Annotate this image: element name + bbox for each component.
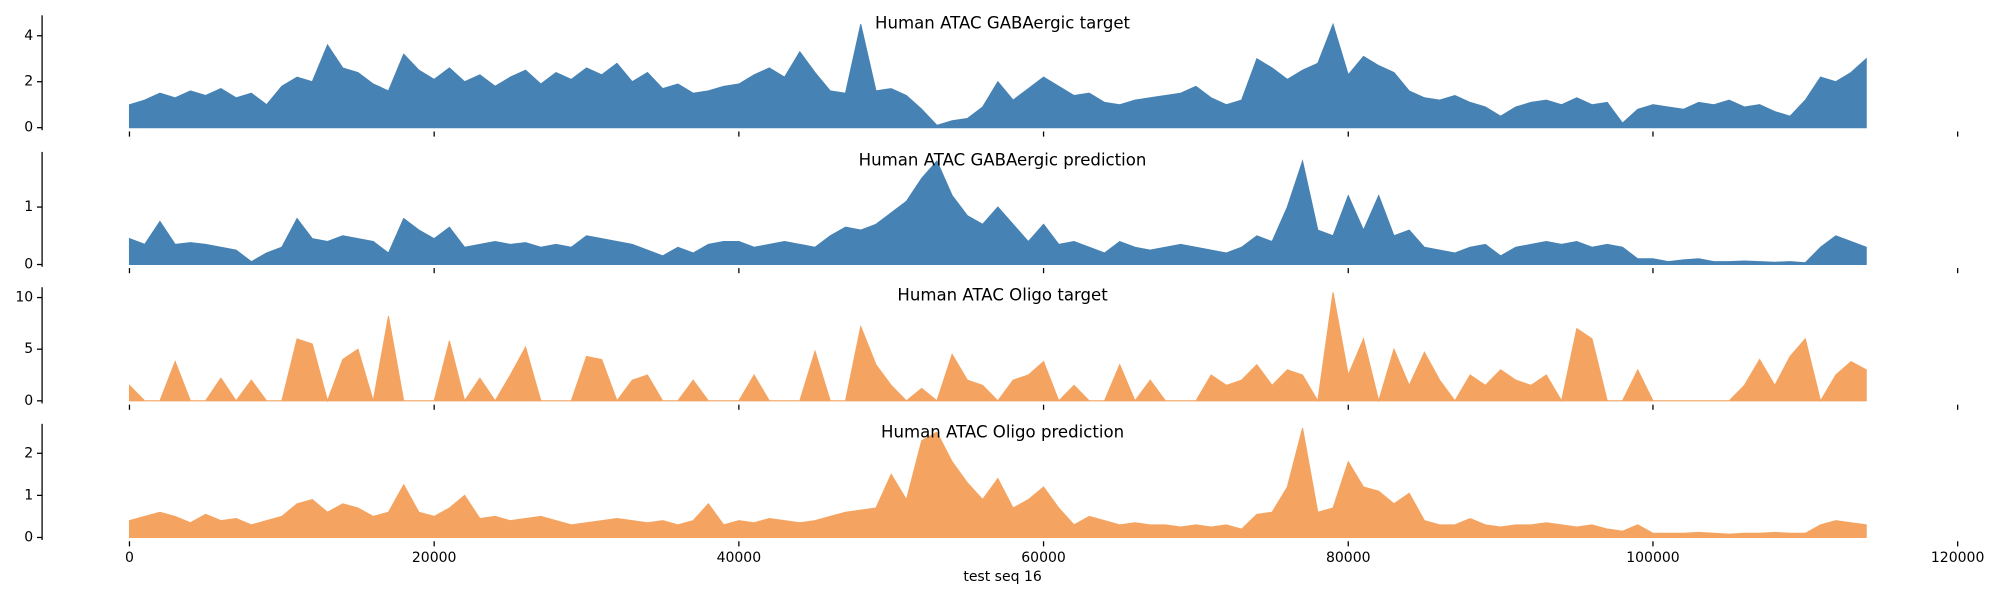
y-tick-label: 10 bbox=[15, 290, 33, 306]
x-tick-label: 80000 bbox=[1326, 550, 1371, 566]
x-tick-label: 120000 bbox=[1931, 550, 1984, 566]
area bbox=[128, 292, 1867, 403]
x-tick-label: 40000 bbox=[717, 550, 762, 566]
subplot-title: Human ATAC Oligo prediction bbox=[881, 422, 1124, 441]
y-tick-label: 1 bbox=[24, 487, 33, 503]
y-tick-label: 1 bbox=[24, 199, 33, 215]
y-tick-label: 0 bbox=[24, 120, 33, 136]
y-tick-label: 0 bbox=[24, 529, 33, 545]
subplot-title: Human ATAC GABAergic prediction bbox=[859, 150, 1147, 169]
y-tick-label: 2 bbox=[24, 445, 33, 461]
y-tick-label: 5 bbox=[24, 341, 33, 357]
y-tick-label: 0 bbox=[24, 393, 33, 409]
x-tick-label: 0 bbox=[125, 550, 134, 566]
area bbox=[128, 159, 1867, 266]
subplot-title: Human ATAC GABAergic target bbox=[875, 14, 1130, 33]
y-tick-label: 2 bbox=[24, 74, 33, 90]
x-tick-label: 60000 bbox=[1021, 550, 1066, 566]
subplot-title: Human ATAC Oligo target bbox=[897, 286, 1108, 305]
y-tick-label: 0 bbox=[24, 257, 33, 273]
y-tick-label: 4 bbox=[24, 28, 33, 44]
area bbox=[128, 427, 1867, 538]
x-tick-label: 20000 bbox=[412, 550, 457, 566]
area bbox=[128, 22, 1867, 129]
x-axis-label: test seq 16 bbox=[963, 569, 1042, 585]
x-tick-label: 100000 bbox=[1626, 550, 1679, 566]
